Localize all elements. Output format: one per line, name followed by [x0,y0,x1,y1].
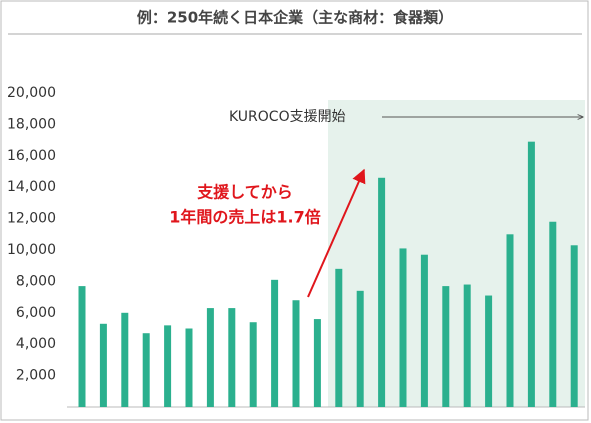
bar [185,328,193,407]
bar [292,300,300,407]
y-tick-label: 14,000 [7,179,56,195]
y-tick-label: 6,000 [16,305,56,321]
bar [549,221,557,407]
annotation: 支援してから [196,183,293,202]
chart-title: 例：250年続く日本企業（主な商材：食器類） [137,9,453,27]
bar [356,290,364,407]
y-tick-label: 20,000 [7,85,56,101]
bar [570,245,578,407]
bar [463,284,471,407]
y-tick-label: 8,000 [16,273,56,289]
annotation-arrow [307,168,366,298]
y-tick-label: 10,000 [7,242,56,258]
bar [121,312,129,407]
y-tick-label: 12,000 [7,211,56,227]
bar [228,308,236,407]
bar [164,325,172,407]
bar [271,279,279,407]
y-tick-label: 4,000 [16,336,56,352]
bar [485,295,493,407]
bar [506,234,514,407]
bar [399,248,407,407]
bar [442,286,450,407]
bar [378,177,386,407]
highlight-region [328,100,585,407]
bar [420,254,428,407]
bar [206,308,214,407]
y-tick-label: 16,000 [7,148,56,164]
bar [313,319,321,407]
bar [249,322,257,407]
annotation: 1年間の売上は1.7倍 [169,208,320,227]
bar [527,141,535,408]
bar [142,333,150,407]
bar [99,323,107,407]
y-tick-label: 2,000 [16,368,56,384]
highlight-label: KUROCO支援開始 [229,109,346,125]
bar [78,286,86,407]
y-tick-label: 18,000 [7,116,56,132]
bar [335,268,343,407]
